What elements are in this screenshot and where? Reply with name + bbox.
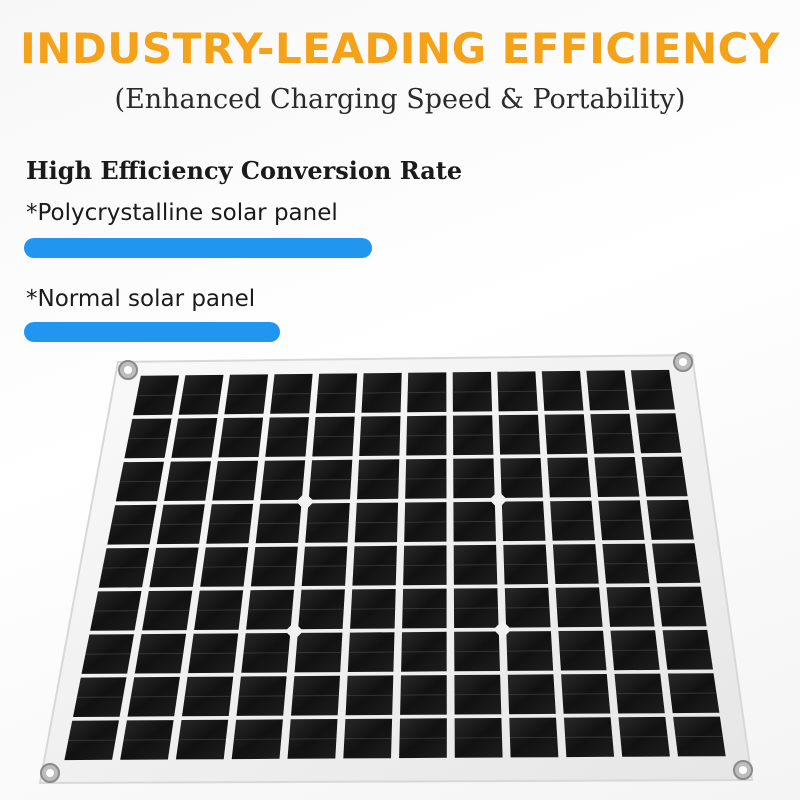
efficiency-heading: High Efficiency Conversion Rate bbox=[26, 156, 463, 185]
normal-efficiency-bar bbox=[24, 322, 280, 342]
grommet-hole bbox=[679, 358, 687, 366]
cell-notch bbox=[285, 622, 304, 641]
panel-cells bbox=[64, 369, 726, 761]
polycrystalline-efficiency-bar bbox=[24, 238, 372, 258]
normal-panel-label: *Normal solar panel bbox=[26, 286, 256, 312]
cell-notch bbox=[296, 492, 315, 511]
grommet-hole bbox=[124, 366, 132, 374]
page-title: INDUSTRY-LEADING EFFICIENCY bbox=[20, 24, 780, 73]
polycrystalline-label: *Polycrystalline solar panel bbox=[26, 200, 338, 226]
page-subtitle: (Enhanced Charging Speed & Portability) bbox=[114, 84, 686, 115]
cell-notch bbox=[489, 490, 508, 509]
panel-grommets bbox=[40, 352, 753, 783]
grommet-hole bbox=[739, 766, 747, 774]
grommet-hole bbox=[46, 769, 54, 777]
cell-notch bbox=[493, 620, 512, 639]
